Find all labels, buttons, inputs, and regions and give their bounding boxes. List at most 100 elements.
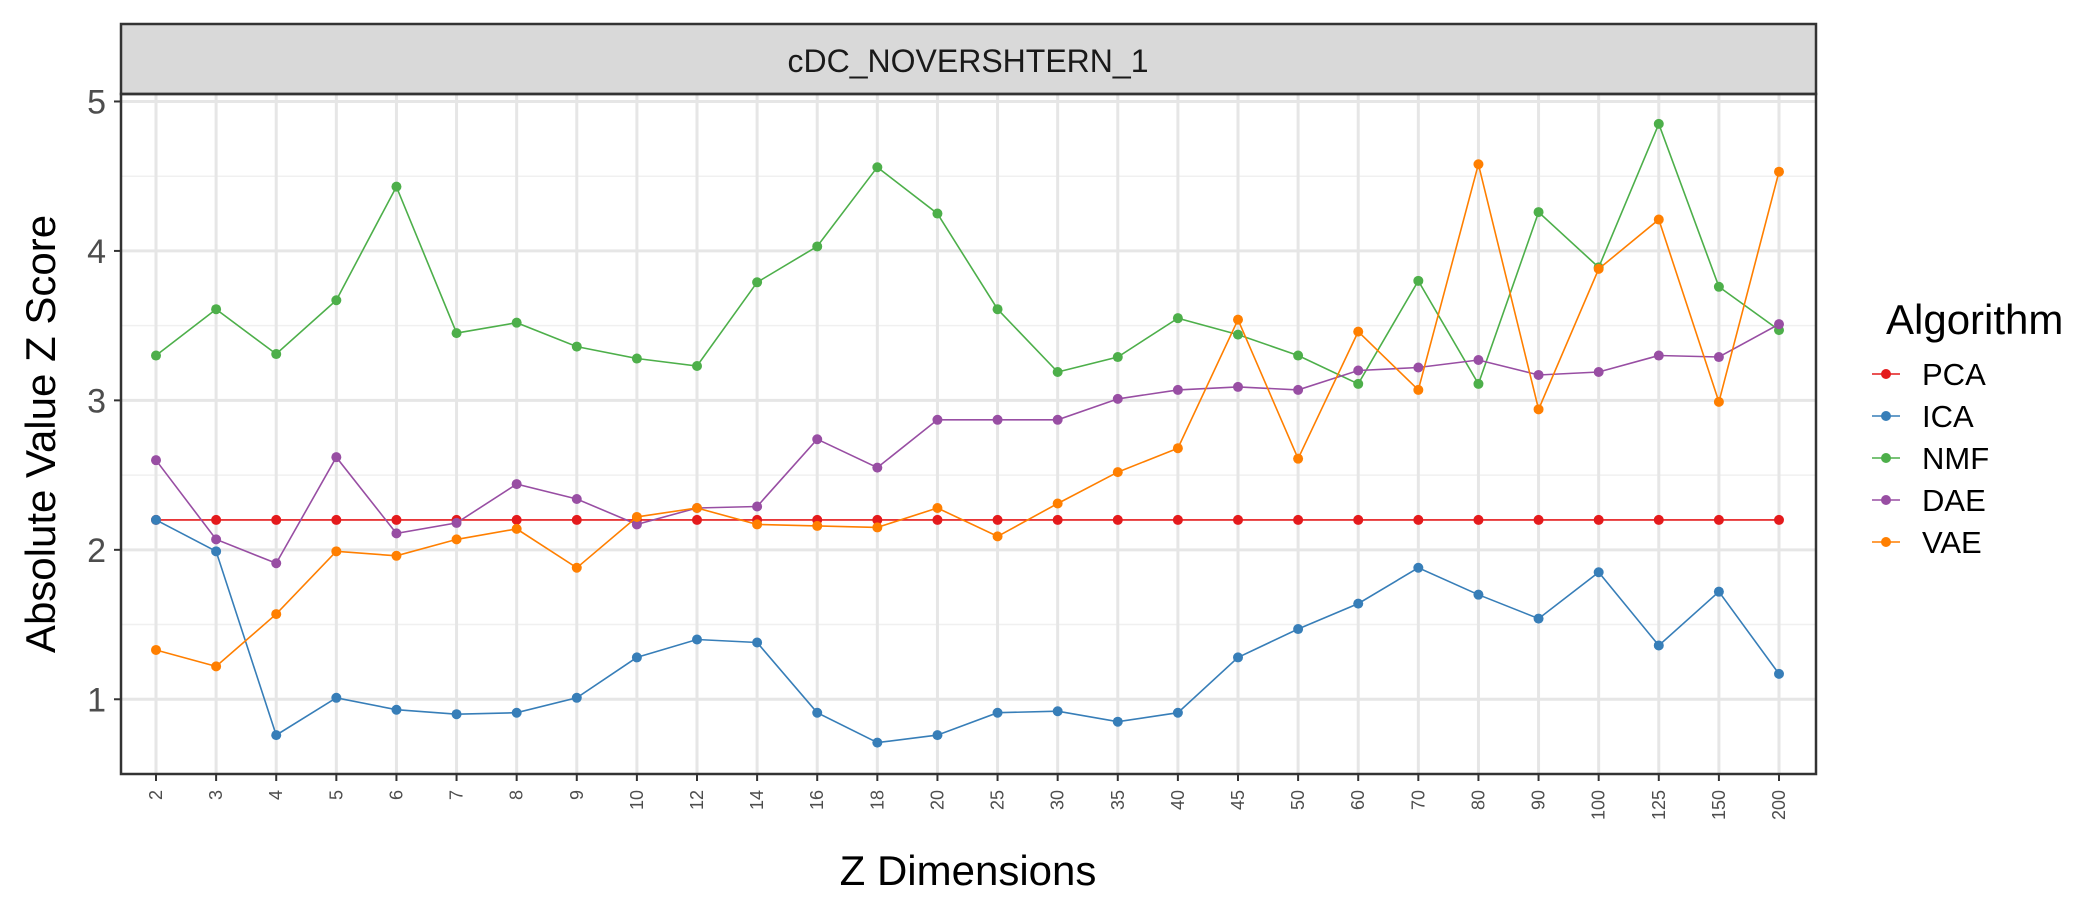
x-tick-label: 90: [1529, 790, 1549, 810]
legend-key-point-vae: [1881, 537, 1891, 547]
data-point-dae: [1233, 381, 1243, 392]
data-point-nmf: [1052, 366, 1063, 377]
data-point-vae: [992, 531, 1003, 542]
x-tick-label: 50: [1288, 790, 1308, 810]
legend-title: Algorithm: [1886, 296, 2063, 343]
data-point-pca: [1713, 514, 1724, 525]
data-point-pca: [1774, 514, 1784, 525]
data-point-pca: [1593, 514, 1604, 525]
y-axis: 1 2 3 4 5: [87, 83, 121, 719]
data-point-ica: [1473, 589, 1484, 600]
data-point-dae: [1353, 365, 1364, 376]
x-tick-label: 45: [1228, 790, 1248, 810]
y-axis-label: Absolute Value Z Score: [17, 215, 64, 653]
data-point-dae: [331, 452, 342, 463]
data-point-vae: [692, 502, 702, 513]
data-point-dae: [571, 494, 582, 505]
y-tick-label: 2: [87, 532, 106, 570]
data-point-pca: [1353, 514, 1364, 525]
legend: Algorithm PCA ICA NMF DAE VAE: [1872, 296, 2063, 560]
data-point-dae: [1473, 355, 1484, 366]
legend-label-nmf: NMF: [1922, 441, 1989, 476]
data-point-vae: [511, 523, 522, 534]
data-point-dae: [271, 558, 282, 569]
x-tick-label: 18: [867, 790, 887, 810]
data-point-pca: [511, 514, 522, 525]
data-point-vae: [1473, 159, 1484, 170]
data-point-dae: [451, 517, 462, 528]
x-tick-label: 40: [1168, 790, 1188, 810]
data-point-nmf: [1713, 281, 1724, 292]
data-point-ica: [1052, 706, 1063, 717]
data-point-nmf: [1473, 378, 1484, 389]
data-point-vae: [1533, 404, 1544, 415]
data-point-ica: [1713, 586, 1724, 597]
data-point-dae: [1533, 369, 1544, 380]
data-point-dae: [1293, 384, 1304, 395]
data-point-pca: [1473, 514, 1484, 525]
data-point-vae: [1172, 443, 1183, 454]
y-tick-label: 3: [87, 382, 106, 420]
data-point-dae: [1593, 366, 1604, 377]
data-point-dae: [872, 462, 883, 473]
data-point-vae: [631, 511, 642, 522]
data-point-nmf: [1353, 378, 1364, 389]
series-line-ica: [155, 519, 1780, 744]
data-point-ica: [1112, 716, 1123, 727]
data-point-ica: [1593, 567, 1604, 578]
data-point-dae: [1413, 362, 1424, 373]
y-tick-label: 4: [87, 233, 106, 271]
data-point-nmf: [1172, 313, 1183, 324]
data-point-pca: [1533, 514, 1544, 525]
data-point-pca: [391, 514, 402, 525]
x-tick-label: 3: [206, 790, 226, 800]
data-point-nmf: [1112, 352, 1123, 363]
x-tick-label: 8: [507, 790, 527, 800]
x-tick-label: 150: [1709, 790, 1729, 820]
data-point-ica: [1233, 652, 1243, 663]
facet-title: cDC_NOVERSHTERN_1: [788, 43, 1149, 79]
data-point-vae: [932, 502, 943, 513]
x-tick-label: 5: [326, 790, 346, 800]
data-point-ica: [511, 707, 522, 718]
data-point-vae: [1653, 214, 1664, 225]
data-point-dae: [932, 414, 943, 425]
data-point-dae: [151, 455, 161, 466]
x-tick-label: 9: [567, 790, 587, 800]
data-point-nmf: [932, 208, 943, 219]
data-point-dae: [1052, 414, 1063, 425]
series-line-nmf: [155, 121, 1780, 386]
data-point-vae: [331, 546, 342, 557]
data-point-ica: [1353, 598, 1364, 609]
data-point-dae: [752, 501, 763, 512]
data-point-dae: [992, 414, 1003, 425]
data-point-nmf: [1653, 118, 1664, 129]
data-point-pca: [571, 514, 582, 525]
data-point-vae: [451, 534, 462, 545]
data-point-pca: [331, 514, 342, 525]
series-layer: [151, 118, 1784, 748]
data-point-ica: [1413, 562, 1424, 573]
legend-key-point-ica: [1881, 411, 1891, 421]
legend-label-dae: DAE: [1922, 483, 1986, 518]
x-tick-label: 20: [927, 790, 947, 810]
x-tick-label: 30: [1048, 790, 1068, 810]
data-point-nmf: [511, 317, 522, 328]
data-point-vae: [812, 520, 823, 531]
data-point-ica: [752, 637, 763, 648]
x-tick-label: 14: [747, 790, 767, 810]
data-point-nmf: [992, 304, 1003, 315]
legend-label-pca: PCA: [1922, 357, 1986, 392]
x-tick-label: 16: [807, 790, 827, 810]
data-point-ica: [872, 737, 883, 748]
x-tick-label: 80: [1468, 790, 1488, 810]
data-point-ica: [812, 707, 823, 718]
y-tick-label: 5: [87, 83, 106, 121]
x-tick-label: 4: [266, 790, 286, 800]
grid-lines: [121, 94, 1816, 774]
data-point-vae: [1413, 384, 1424, 395]
x-tick-label: 2: [146, 790, 166, 800]
data-point-nmf: [872, 162, 883, 173]
data-point-vae: [1713, 396, 1724, 407]
